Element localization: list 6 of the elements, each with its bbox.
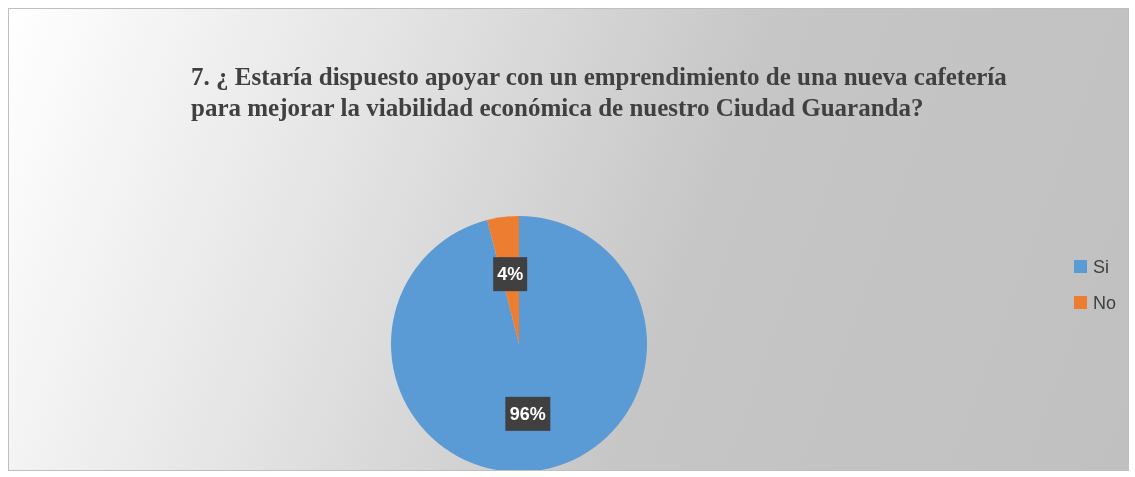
data-label: 4% xyxy=(497,264,524,285)
pie-slice xyxy=(391,216,647,470)
legend-label: No xyxy=(1092,291,1116,315)
data-label: 96% xyxy=(509,403,546,424)
chart-title: 7. ¿ Estaría dispuesto apoyar con un emprendimiento de una nueva cafetería para mejorar la viabilidad económica de nuestro Ciudad Guaranda? xyxy=(191,62,1008,123)
legend-label: Si xyxy=(1092,255,1109,279)
